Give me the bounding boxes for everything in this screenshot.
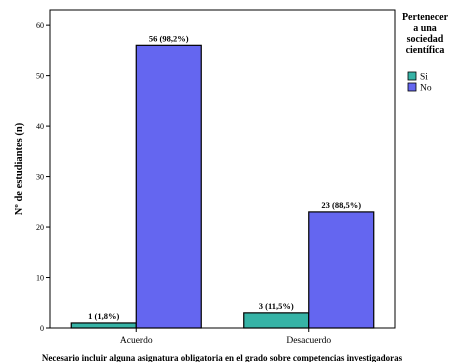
bars [70, 44, 375, 329]
y-axis-label: Nº de estudiantes (n) [14, 122, 25, 215]
legend-title-line: Pertenecer [402, 12, 449, 23]
x-axis: Acuerdo Desacuerdo [120, 328, 331, 346]
bar-data-label: 1 (1,8%) [88, 311, 119, 321]
legend-title-line: a una [413, 23, 437, 34]
bar-data-label: 23 (88,5%) [321, 200, 361, 210]
bar-data-label: 3 (11,5%) [259, 301, 294, 311]
bar-si-0 [70, 322, 137, 329]
bar-si-1 [243, 312, 310, 329]
legend-title-line: sociedad [407, 34, 444, 45]
y-tick-label: 60 [36, 21, 44, 30]
y-tick-label: 0 [40, 324, 44, 333]
x-axis-label: Necesario incluir alguna asignatura obli… [42, 353, 403, 362]
bar-labels: 1 (1,8%) 56 (98,2%) 3 (11,5%) 23 (88,5%) [88, 33, 361, 321]
legend-label: Si [420, 73, 428, 83]
x-tick-label: Acuerdo [120, 336, 153, 346]
bar-no-1 [308, 211, 375, 329]
x-tick-label: Desacuerdo [286, 336, 331, 346]
y-tick-label: 40 [36, 122, 44, 131]
y-tick-label: 30 [36, 173, 44, 182]
legend-swatch-si [407, 71, 417, 81]
legend-title-line: científica [406, 45, 445, 56]
legend-label: No [420, 84, 432, 94]
y-tick-label: 10 [36, 274, 44, 283]
y-tick-label: 20 [36, 223, 44, 232]
bar-no-0 [135, 44, 202, 329]
y-tick-label: 50 [36, 72, 44, 81]
bar-data-label: 56 (98,2%) [149, 33, 189, 43]
y-axis: 0 10 20 30 40 50 60 [36, 21, 50, 333]
legend-swatch-no [407, 82, 417, 92]
